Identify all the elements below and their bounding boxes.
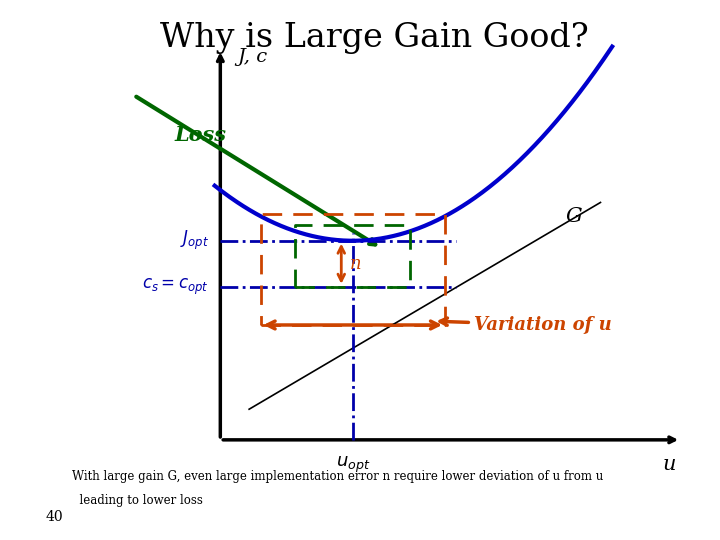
Text: T: T (20, 219, 30, 234)
Text: U: U (19, 327, 32, 342)
Text: Loss: Loss (174, 125, 226, 145)
Text: $u_{opt}$: $u_{opt}$ (336, 455, 370, 475)
Bar (7, 32, 43, 97)
Text: N: N (19, 273, 32, 288)
Text: n: n (350, 255, 361, 273)
Text: J, c: J, c (238, 48, 268, 66)
Text: Why is Large Gain Good?: Why is Large Gain Good? (160, 22, 589, 53)
Text: G: G (566, 207, 582, 226)
Text: Variation of u: Variation of u (440, 316, 612, 334)
Text: With large gain G, even large implementation error n require lower deviation of : With large gain G, even large implementa… (72, 470, 603, 483)
Text: $c_s= c_{opt}$: $c_s= c_{opt}$ (142, 276, 209, 297)
Text: 40: 40 (45, 510, 63, 524)
Text: $J_{opt}$: $J_{opt}$ (180, 229, 209, 252)
Text: □: □ (19, 58, 32, 72)
Text: u: u (663, 455, 676, 474)
Text: N: N (19, 165, 32, 180)
Text: leading to lower loss: leading to lower loss (72, 494, 203, 507)
